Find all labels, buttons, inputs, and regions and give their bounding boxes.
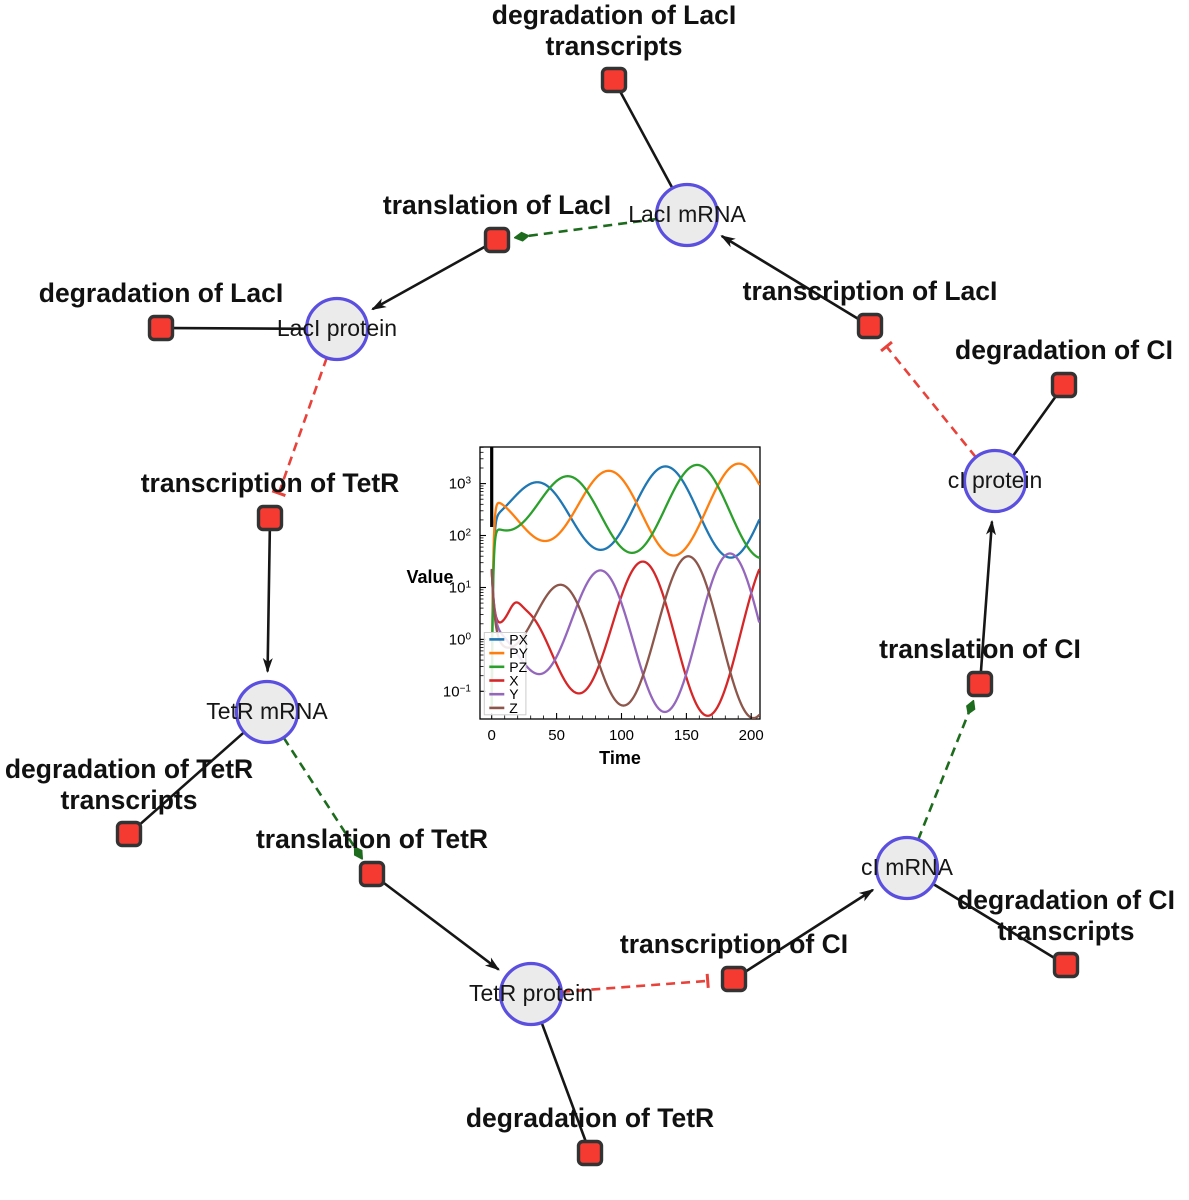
svg-text:TetR mRNA: TetR mRNA [206, 698, 328, 724]
svg-text:Z: Z [509, 700, 518, 716]
svg-text:10−1: 10−1 [443, 683, 472, 701]
svg-text:102: 102 [449, 527, 472, 545]
svg-text:TetR protein: TetR protein [469, 980, 593, 1006]
svg-text:100: 100 [609, 727, 634, 744]
svg-text:Value: Value [406, 567, 453, 587]
svg-text:150: 150 [674, 727, 699, 744]
svg-text:200: 200 [739, 727, 764, 744]
svg-text:LacI protein: LacI protein [277, 315, 397, 341]
svg-text:Time: Time [599, 748, 641, 768]
svg-text:50: 50 [548, 727, 565, 744]
svg-text:cI mRNA: cI mRNA [861, 854, 954, 880]
svg-text:cI protein: cI protein [948, 467, 1043, 493]
svg-text:0: 0 [488, 727, 496, 744]
svg-text:100: 100 [449, 631, 472, 649]
